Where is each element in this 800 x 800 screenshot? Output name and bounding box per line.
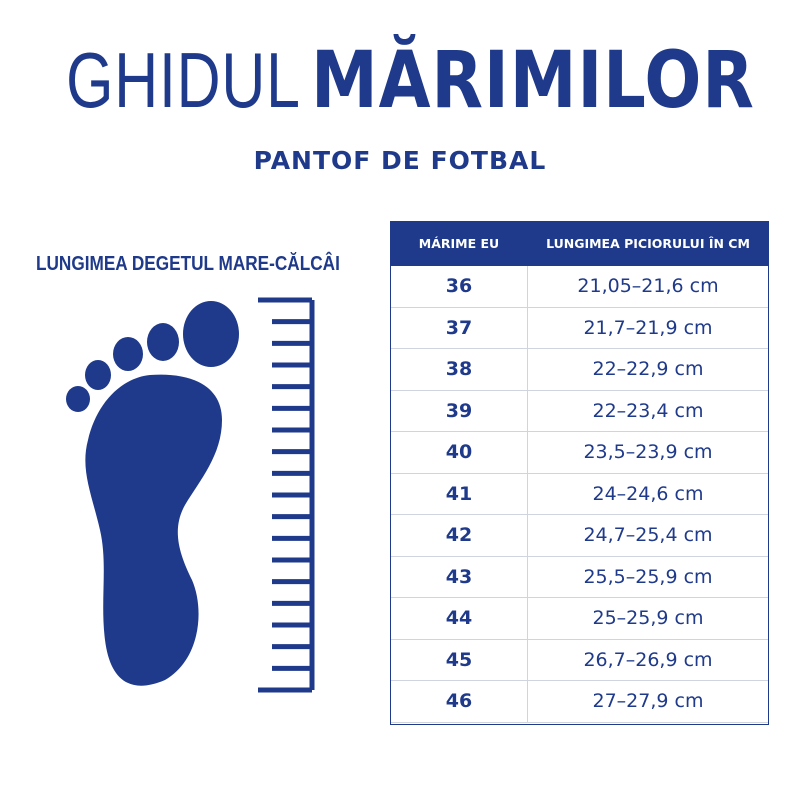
table-row: 46 27–27,9 cm — [390, 680, 769, 723]
title-light: GHIDUL — [66, 36, 301, 124]
length-cell: 25,5–25,9 cm — [527, 555, 769, 598]
size-cell: 41 — [390, 472, 528, 515]
size-cell: 44 — [390, 597, 528, 640]
size-cell: 46 — [390, 680, 528, 723]
length-cell: 25–25,9 cm — [527, 597, 769, 640]
size-cell: 43 — [390, 555, 528, 598]
subtitle: PANTOF DE FOTBAL — [253, 146, 547, 175]
size-table: MÁRIME EU LUNGIMEA PICIORULUI ÎN CM 36 21… — [390, 221, 769, 723]
length-cell: 21,7–21,9 cm — [527, 306, 769, 349]
foot-icon — [66, 301, 239, 686]
table-header-row: MÁRIME EU LUNGIMEA PICIORULUI ÎN CM — [390, 221, 769, 266]
table-row: 41 24–24,6 cm — [390, 472, 769, 515]
size-cell: 45 — [390, 638, 528, 681]
length-cell: 24,7–25,4 cm — [527, 514, 769, 557]
table-row: 44 25–25,9 cm — [390, 597, 769, 640]
table-row: 37 21,7–21,9 cm — [390, 306, 769, 349]
length-cell: 21,05–21,6 cm — [527, 265, 769, 308]
table-row: 42 24,7–25,4 cm — [390, 514, 769, 557]
table-row: 40 23,5–23,9 cm — [390, 431, 769, 474]
title-bold: MĂRIMILOR — [310, 36, 755, 126]
size-cell: 38 — [390, 348, 528, 391]
length-cell: 23,5–23,9 cm — [527, 431, 769, 474]
length-cell: 26,7–26,9 cm — [527, 638, 769, 681]
header-length: LUNGIMEA PICIORULUI ÎN CM — [527, 221, 769, 266]
length-cell: 24–24,6 cm — [527, 472, 769, 515]
foot-measure-label: LUNGIMEA DEGETUL MARE-CĂLCÂI — [36, 253, 340, 275]
size-cell: 37 — [390, 306, 528, 349]
page-title: GHIDUL MĂRIMILOR — [0, 30, 800, 131]
table-row: 43 25,5–25,9 cm — [390, 555, 769, 598]
header-size: MÁRIME EU — [390, 221, 528, 266]
ruler-icon — [258, 297, 315, 693]
size-cell: 36 — [390, 265, 528, 308]
foot-ruler-illustration — [66, 297, 315, 693]
size-cell: 39 — [390, 389, 528, 432]
length-cell: 22–22,9 cm — [527, 348, 769, 391]
size-cell: 40 — [390, 431, 528, 474]
table-row: 39 22–23,4 cm — [390, 389, 769, 432]
table-row: 36 21,05–21,6 cm — [390, 265, 769, 308]
table-row: 38 22–22,9 cm — [390, 348, 769, 391]
size-cell: 42 — [390, 514, 528, 557]
table-row: 45 26,7–26,9 cm — [390, 638, 769, 681]
length-cell: 22–23,4 cm — [527, 389, 769, 432]
length-cell: 27–27,9 cm — [527, 680, 769, 723]
